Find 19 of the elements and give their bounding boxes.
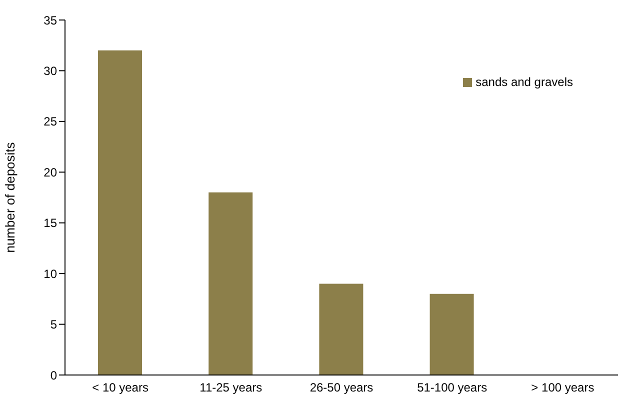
x-tick-label: 26-50 years: [310, 380, 374, 395]
y-tick-label: 0: [50, 368, 58, 382]
y-tick-label: 10: [44, 266, 58, 281]
bar: [430, 294, 474, 375]
x-tick-label: > 100 years: [531, 380, 594, 395]
y-axis-title: number of deposits: [2, 142, 18, 253]
y-tick-label: 30: [44, 64, 58, 78]
x-tick-label: < 10 years: [92, 380, 148, 395]
bar: [319, 284, 364, 375]
legend-label: sands and gravels: [476, 75, 573, 89]
y-tick-label: 5: [50, 318, 58, 332]
bar: [98, 50, 142, 375]
x-tick-label: 51-100 years: [417, 380, 488, 395]
y-tick-label: 25: [44, 114, 58, 129]
x-tick-label: 11-25 years: [200, 380, 262, 395]
y-tick-label: 15: [44, 216, 58, 230]
bar: [208, 192, 253, 375]
y-tick-label: 20: [44, 165, 58, 180]
y-tick-label: 35: [44, 13, 58, 28]
